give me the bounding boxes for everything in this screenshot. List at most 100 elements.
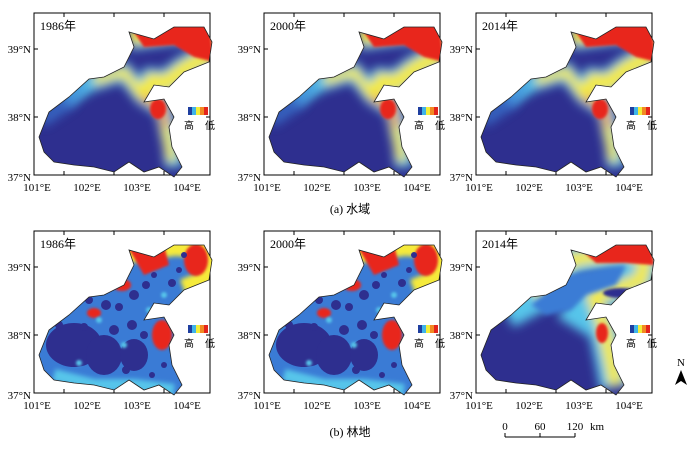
raster-surface xyxy=(254,225,454,415)
y-tick-label: 38°N xyxy=(450,112,473,124)
legend-swatch xyxy=(642,107,646,115)
scale-label-0: 0 xyxy=(502,421,508,433)
y-tick-label: 37°N xyxy=(450,390,473,402)
legend-swatch xyxy=(426,325,430,333)
legend: 高低 xyxy=(626,325,657,350)
legend-low-label: 低 xyxy=(647,119,657,132)
region-fill xyxy=(466,7,666,197)
raster-surface xyxy=(466,225,666,415)
raster-surface xyxy=(24,7,224,197)
legend-swatch xyxy=(642,325,646,333)
x-tick-label: 103°E xyxy=(565,400,593,412)
legend-swatch xyxy=(196,107,200,115)
legend-high-label: 高 xyxy=(184,119,194,132)
legend-swatch xyxy=(430,107,434,115)
legend-swatch xyxy=(634,325,638,333)
x-tick-label: 101°E xyxy=(253,182,281,194)
legend-low-label: 低 xyxy=(205,119,215,132)
legend-high-label: 高 xyxy=(414,337,424,350)
legend-swatch xyxy=(188,325,192,333)
legend-swatch xyxy=(192,107,196,115)
legend-swatch xyxy=(204,325,208,333)
legend: 高低 xyxy=(414,107,445,132)
raster-surface xyxy=(24,225,224,415)
panel-year-title: 2014年 xyxy=(482,237,518,251)
x-tick-label: 103°E xyxy=(123,400,151,412)
region-fill xyxy=(254,7,454,197)
legend: 高低 xyxy=(414,325,445,350)
legend-swatch xyxy=(422,107,426,115)
x-tick-label: 102°E xyxy=(303,400,331,412)
legend-low-label: 低 xyxy=(435,337,445,350)
x-tick-label: 103°E xyxy=(123,182,151,194)
legend-swatch xyxy=(188,107,192,115)
legend: 高低 xyxy=(184,325,215,350)
y-tick-label: 38°N xyxy=(238,330,261,342)
legend-high-label: 高 xyxy=(626,119,636,132)
raster-surface xyxy=(254,7,454,197)
region-map xyxy=(466,7,666,197)
scale-label-120: 120 xyxy=(567,421,584,433)
panel-year-title: 2014年 xyxy=(482,19,518,33)
y-tick-label: 38°N xyxy=(8,112,31,124)
legend-swatch xyxy=(192,325,196,333)
legend: 高低 xyxy=(626,107,657,132)
legend-high-label: 高 xyxy=(414,119,424,132)
x-tick-label: 102°E xyxy=(73,400,101,412)
x-tick-label: 104°E xyxy=(403,182,431,194)
scale-unit: km xyxy=(590,421,605,433)
legend-low-label: 低 xyxy=(647,337,657,350)
x-tick-label: 104°E xyxy=(615,182,643,194)
legend-low-label: 低 xyxy=(435,119,445,132)
legend-swatch xyxy=(638,107,642,115)
x-tick-label: 101°E xyxy=(23,400,51,412)
panel-year-title: 2000年 xyxy=(270,19,306,33)
y-tick-label: 37°N xyxy=(450,172,473,184)
y-tick-label: 39°N xyxy=(450,262,473,274)
y-tick-label: 38°N xyxy=(8,330,31,342)
legend-high-label: 高 xyxy=(626,337,636,350)
x-tick-label: 103°E xyxy=(353,400,381,412)
y-tick-label: 37°N xyxy=(8,172,31,184)
legend-swatch xyxy=(434,107,438,115)
north-label: N xyxy=(677,357,685,369)
legend-high-label: 高 xyxy=(184,337,194,350)
x-tick-label: 104°E xyxy=(173,400,201,412)
y-tick-label: 37°N xyxy=(8,390,31,402)
raster-surface xyxy=(466,7,666,197)
x-tick-label: 102°E xyxy=(515,400,543,412)
x-tick-label: 103°E xyxy=(565,182,593,194)
panel-year-title: 1986年 xyxy=(40,237,76,251)
x-tick-label: 104°E xyxy=(173,182,201,194)
x-tick-label: 101°E xyxy=(253,400,281,412)
legend-swatch xyxy=(204,107,208,115)
region-fill xyxy=(254,225,454,415)
legend-swatch xyxy=(634,107,638,115)
legend-swatch xyxy=(630,107,634,115)
north-arrow-icon xyxy=(675,370,687,385)
y-tick-label: 39°N xyxy=(238,262,261,274)
legend-swatch xyxy=(200,325,204,333)
x-tick-label: 103°E xyxy=(353,182,381,194)
region-map xyxy=(24,225,224,415)
legend: 高低 xyxy=(184,107,215,132)
legend-swatch xyxy=(426,107,430,115)
region-fill xyxy=(24,225,224,415)
region-map xyxy=(254,225,454,415)
legend-swatch xyxy=(418,107,422,115)
x-tick-label: 102°E xyxy=(515,182,543,194)
legend-swatch xyxy=(646,107,650,115)
scale-label-60: 60 xyxy=(535,421,547,433)
y-tick-label: 38°N xyxy=(450,330,473,342)
y-tick-label: 39°N xyxy=(450,44,473,56)
x-tick-label: 104°E xyxy=(615,400,643,412)
y-tick-label: 39°N xyxy=(238,44,261,56)
region-fill xyxy=(24,7,224,197)
x-tick-label: 104°E xyxy=(403,400,431,412)
